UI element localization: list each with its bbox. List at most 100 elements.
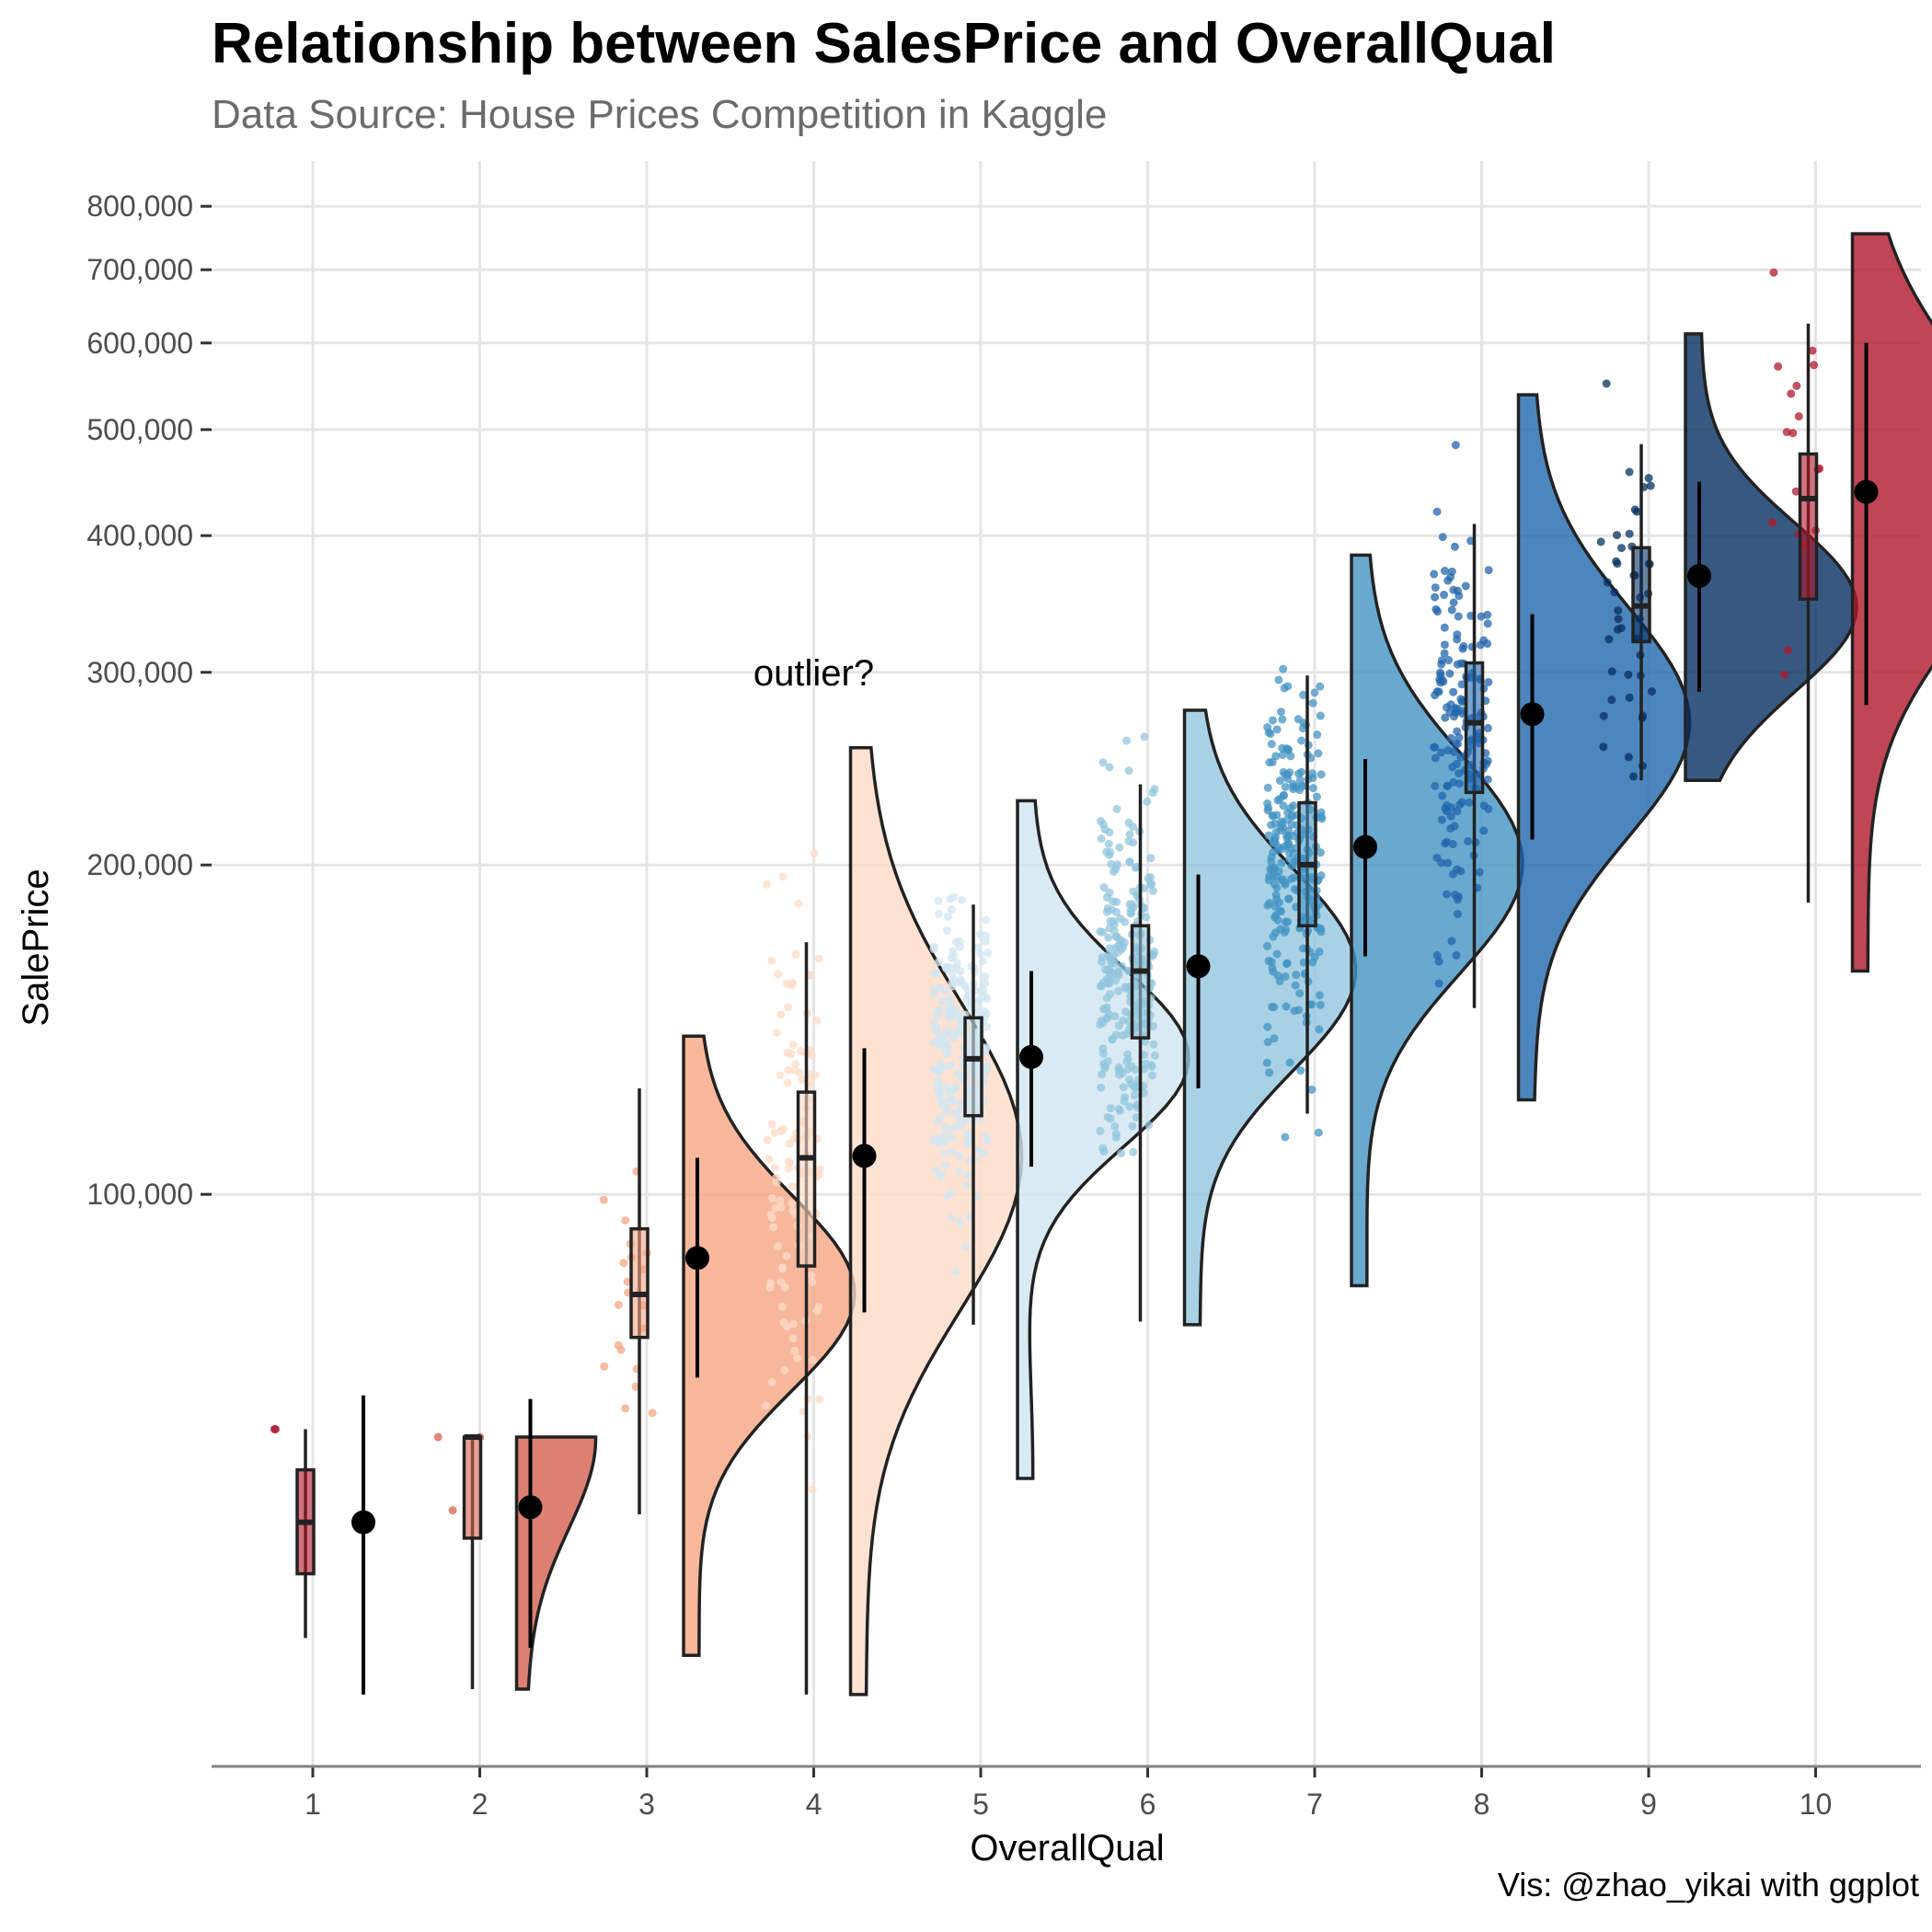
x-tick-label: 2	[472, 1788, 489, 1821]
x-tick-label: 5	[972, 1788, 989, 1821]
data-point	[782, 1322, 791, 1331]
data-point	[1116, 914, 1125, 923]
data-point	[1267, 740, 1276, 749]
data-point	[941, 962, 950, 972]
data-point	[786, 1139, 795, 1148]
y-tick-label: 200,000	[86, 848, 193, 881]
data-point	[1269, 967, 1278, 976]
data-point	[1110, 867, 1119, 876]
data-point	[952, 959, 961, 968]
data-point	[1270, 1034, 1279, 1043]
data-point	[790, 1346, 799, 1355]
data-point	[1119, 1083, 1128, 1092]
data-point	[1264, 956, 1273, 965]
data-point	[1447, 937, 1456, 946]
data-point	[954, 1167, 963, 1176]
data-point	[1612, 557, 1621, 566]
data-point	[762, 880, 771, 889]
data-point	[783, 1078, 792, 1087]
data-point	[1792, 381, 1801, 390]
data-point	[1624, 753, 1633, 762]
mean-point-10	[1854, 479, 1879, 504]
data-point	[1289, 801, 1298, 811]
data-point	[1456, 753, 1466, 762]
data-point	[1273, 915, 1282, 925]
mean-point-7	[1353, 834, 1377, 859]
data-point	[1110, 1012, 1120, 1021]
data-point	[621, 1404, 630, 1413]
data-point	[271, 1424, 281, 1433]
data-point	[981, 979, 990, 988]
data-point	[1317, 770, 1326, 779]
data-point	[1265, 1068, 1274, 1077]
data-point	[951, 1267, 960, 1276]
data-point	[1457, 697, 1466, 707]
data-point	[981, 972, 990, 982]
data-point	[808, 1485, 817, 1494]
data-point	[767, 1213, 776, 1223]
data-point	[1441, 839, 1450, 848]
data-point	[1145, 873, 1155, 882]
data-point	[943, 912, 952, 921]
data-point	[1483, 619, 1492, 628]
data-point	[1130, 1091, 1139, 1100]
data-point	[1296, 1066, 1305, 1075]
data-point	[1282, 834, 1292, 844]
data-point	[1316, 1000, 1325, 1009]
data-point	[1625, 529, 1634, 538]
data-point	[1314, 749, 1323, 758]
data-point	[811, 1071, 820, 1080]
y-tick-label: 500,000	[86, 413, 193, 446]
x-tick-label: 7	[1306, 1788, 1323, 1821]
x-tick-label: 1	[305, 1788, 321, 1821]
data-point	[767, 1377, 776, 1386]
data-point	[1614, 615, 1623, 624]
data-point	[945, 1028, 954, 1037]
data-point	[1599, 742, 1608, 752]
data-point	[1263, 806, 1272, 815]
data-point	[808, 1278, 817, 1287]
data-point	[1281, 1133, 1290, 1142]
data-point	[1791, 487, 1800, 496]
data-point	[946, 1014, 955, 1023]
data-point	[772, 1178, 781, 1187]
data-point	[1310, 952, 1319, 961]
data-point	[1117, 1149, 1126, 1158]
data-point	[1292, 783, 1301, 792]
data-point	[614, 1340, 623, 1350]
data-point	[1096, 982, 1105, 991]
data-point	[1444, 656, 1454, 665]
data-point	[433, 1432, 443, 1442]
data-point	[1099, 1059, 1109, 1068]
data-point	[1102, 847, 1111, 857]
data-point	[1285, 1058, 1294, 1067]
data-point	[810, 849, 819, 858]
data-point	[1316, 848, 1325, 857]
data-point	[773, 1029, 782, 1038]
data-point	[1098, 957, 1107, 966]
data-point	[814, 954, 823, 963]
data-point	[1295, 989, 1305, 998]
data-point	[979, 957, 988, 966]
data-point	[929, 1064, 938, 1074]
data-point	[1275, 776, 1284, 785]
data-point	[778, 1264, 788, 1273]
data-point	[1102, 994, 1111, 1003]
data-point	[1290, 1006, 1299, 1016]
data-point	[1105, 763, 1114, 772]
data-point	[1432, 507, 1442, 516]
data-point	[1449, 598, 1458, 607]
data-point	[1312, 792, 1321, 801]
data-point	[1458, 644, 1467, 653]
data-point	[937, 1032, 946, 1041]
data-point	[1111, 1133, 1121, 1142]
data-point	[1148, 886, 1157, 895]
data-point	[1440, 567, 1449, 576]
data-point	[1297, 767, 1306, 776]
data-point	[770, 1128, 779, 1137]
data-point	[1455, 769, 1464, 778]
data-point	[777, 1302, 787, 1311]
data-point	[1098, 1044, 1108, 1053]
data-point	[1140, 732, 1149, 742]
data-point	[1121, 983, 1130, 992]
